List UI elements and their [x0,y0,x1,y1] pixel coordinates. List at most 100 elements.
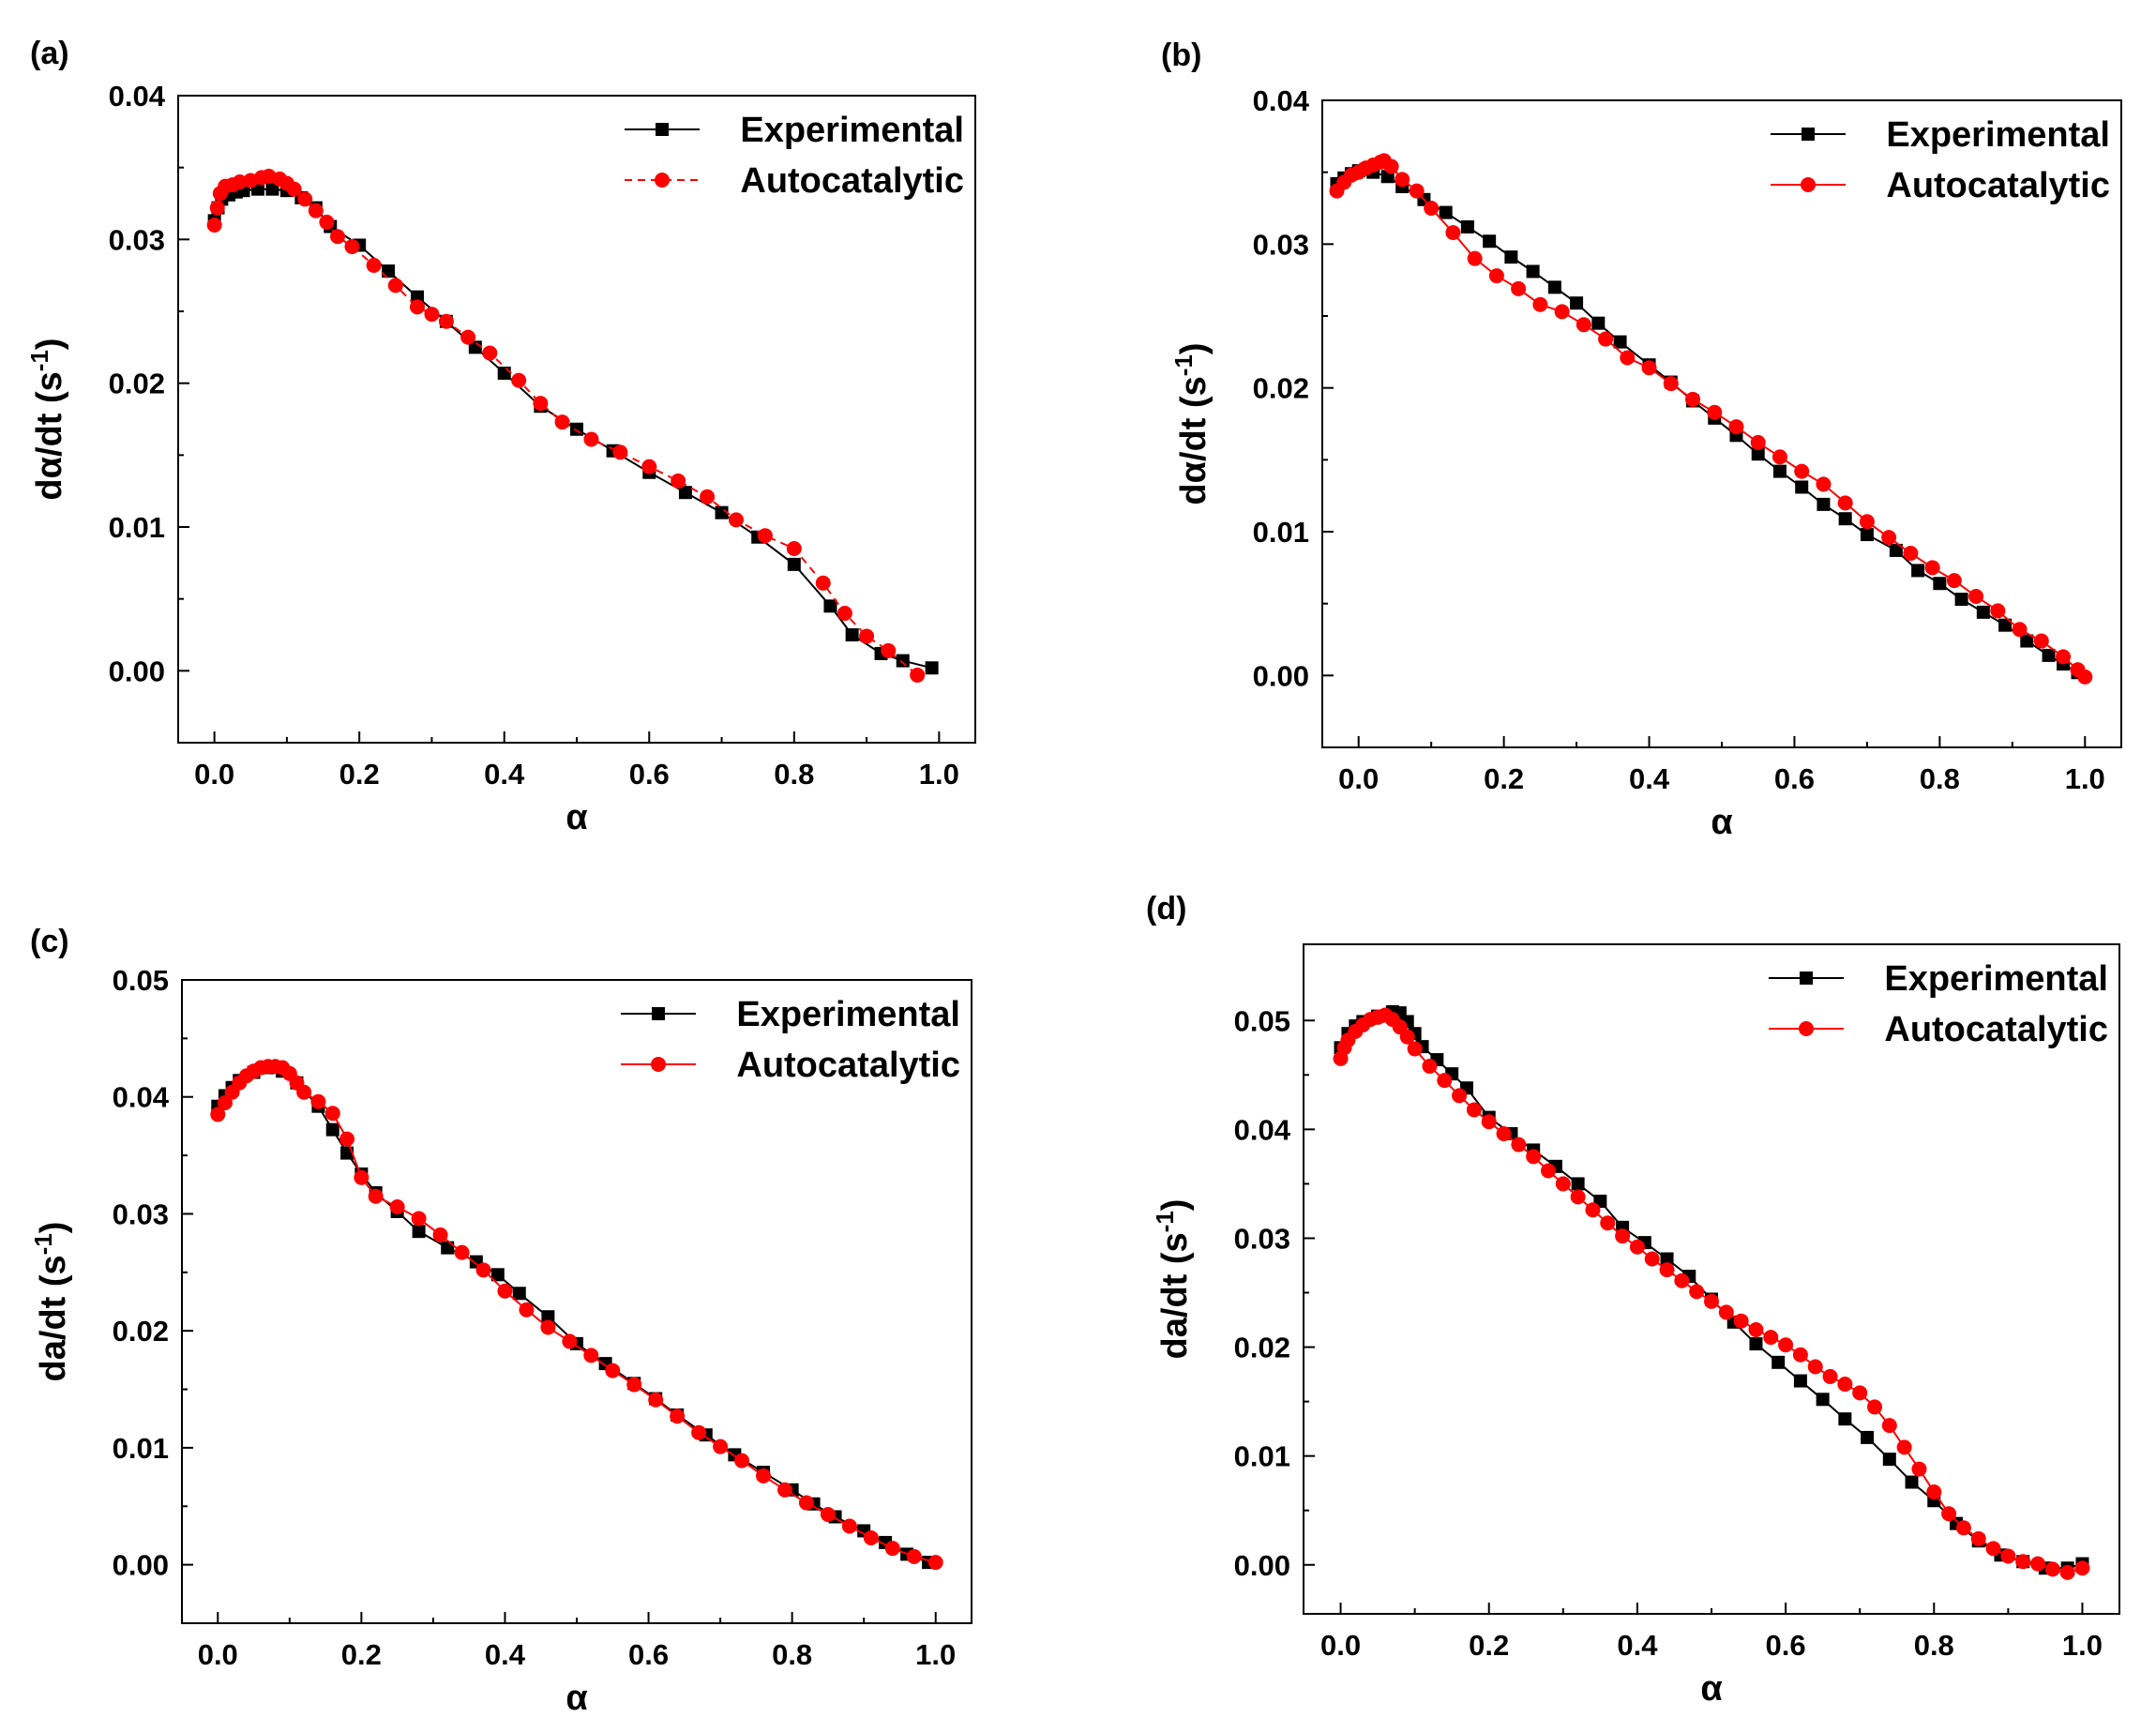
series-autocatalytic [1333,1007,2090,1580]
data-point-circle [2033,633,2049,649]
data-point-circle [1859,514,1875,530]
x-tick-label: 0.8 [1914,1629,1954,1662]
data-point-circle [475,1262,491,1278]
x-tick-label: 0.4 [1617,1629,1658,1662]
y-tick-label: 0.03 [1234,1222,1290,1255]
data-point-square [1905,1475,1919,1489]
y-tick-label: 0.05 [113,964,169,997]
data-point-circle [533,396,549,412]
data-point-square [1817,497,1831,511]
x-tick-label: 0.4 [485,1638,526,1671]
data-point-circle [344,239,360,254]
data-point-circle [2012,622,2028,638]
data-point-circle [1409,183,1425,199]
data-point-circle [209,200,225,216]
data-point-square [1933,577,1947,591]
y-axis-title-main: da/dt (s [34,1255,73,1381]
data-point-circle [1750,434,1766,450]
data-point-square [1772,464,1787,478]
x-tick-label: 0.4 [1629,762,1670,795]
data-point-circle [1422,1059,1438,1075]
data-point-circle [700,489,716,505]
data-point-circle [612,444,628,460]
y-axis-title-close: ) [34,1222,73,1234]
data-point-circle [1629,1239,1645,1255]
x-tick-label: 0.6 [1774,762,1815,795]
legend-marker-circle [651,1057,666,1072]
legend-marker-circle [1799,1021,1814,1036]
panel-label: (d) [1146,891,1186,926]
chart-panel-a: (a) 0.0 0.2 0.4 0.6 0.8 1.0 0.00 0.01 0.02 0.03 0.0… [25,36,976,837]
data-point-circle [519,1302,535,1318]
y-tick-label: 0.01 [1234,1440,1290,1473]
data-point-circle [310,1093,326,1109]
y-tick-label: 0.03 [109,223,165,256]
data-point-circle [1511,1137,1527,1152]
data-point-circle [641,459,657,474]
data-point-circle [1896,1439,1912,1455]
legend-label: Autocatalytic [1884,1010,2108,1049]
data-point-circle [438,313,454,329]
data-point-circle [1718,1304,1734,1320]
x-tick-label: 0.0 [1320,1629,1361,1662]
y-axis-title-superscript: -1 [29,1233,57,1255]
y-axis-title-superscript: -1 [1151,1211,1179,1232]
data-point-circle [297,191,313,207]
data-point-circle [1407,1041,1423,1057]
data-point-circle [296,1084,312,1100]
data-point-circle [863,1529,879,1545]
data-point-square [441,1241,455,1255]
data-point-circle [1852,1385,1868,1401]
data-point-square [382,264,396,279]
x-tick-label: 0.2 [341,1638,382,1671]
y-tick-label: 0.03 [1253,228,1309,261]
data-point-circle [605,1363,621,1378]
x-axis-title: α [1711,803,1732,842]
data-point-circle [511,372,527,388]
x-tick-label: 0.2 [1484,762,1524,795]
y-axis-title-superscript: -1 [1169,354,1198,376]
data-point-square [1571,1177,1585,1191]
data-point-circle [1570,1189,1586,1205]
data-point-circle [210,1107,226,1122]
data-point-circle [1772,449,1787,465]
panel-label: (a) [30,36,69,71]
data-point-circle [389,1198,405,1214]
legend: Experimental Autocatalytic [625,111,964,201]
data-point-circle [1554,304,1570,320]
x-tick-label: 0.0 [1338,762,1379,795]
x-tick-label: 0.0 [194,758,234,791]
data-point-circle [339,1131,355,1147]
data-point-circle [2030,1556,2045,1572]
data-point-square [1591,316,1606,330]
data-point-circle [2059,1564,2075,1580]
data-point-circle [757,528,773,544]
data-point-square [512,1287,526,1301]
data-point-circle [540,1319,556,1335]
data-point-square [1998,618,2013,632]
x-tick-label: 1.0 [2065,762,2105,795]
data-point-circle [2074,1560,2090,1576]
data-point-circle [1881,1418,1897,1434]
data-point-square [1795,480,1809,494]
series-autocatalytic [206,168,926,683]
y-axis-title-close: ) [1174,342,1214,354]
data-point-square [1976,605,1990,619]
data-point-circle [1437,1073,1453,1089]
data-point-circle [1816,476,1832,492]
y-tick-label: 0.00 [113,1549,169,1582]
data-point-circle [1399,1029,1415,1045]
y-tick-label: 0.05 [1234,1004,1290,1037]
legend-marker-circle [655,173,670,188]
data-point-circle [432,1227,448,1243]
y-axis-title-close: ) [1155,1199,1195,1212]
data-point-square [1460,219,1474,233]
legend: Experimental Autocatalytic [1769,959,2108,1049]
data-point-square [1860,528,1874,542]
data-point-circle [820,1507,836,1523]
legend-marker-square [652,1007,665,1020]
data-point-circle [1822,1368,1838,1384]
data-point-circle [798,1495,814,1511]
data-point-square [412,1225,426,1239]
data-point-circle [1924,560,1940,576]
